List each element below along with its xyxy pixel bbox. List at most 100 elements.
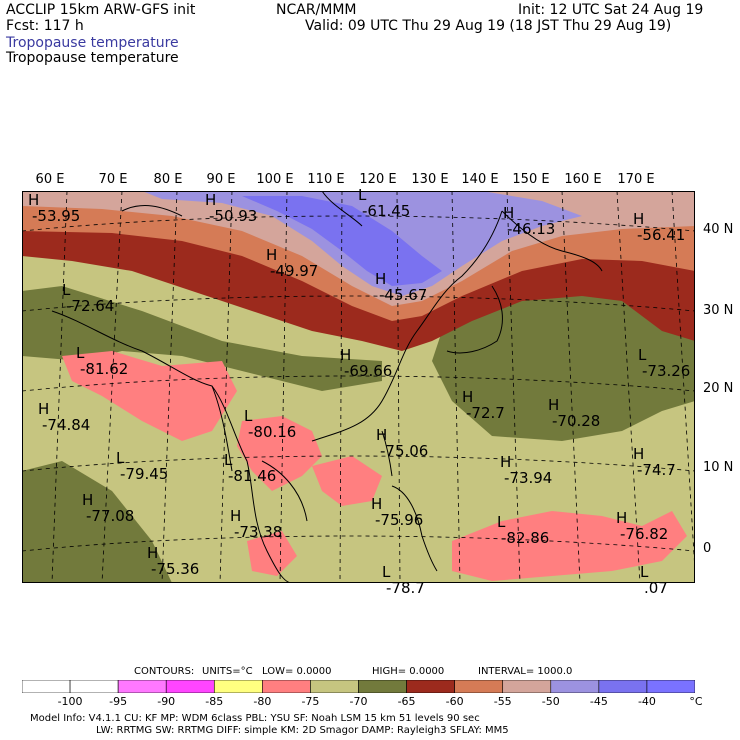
extremum-value: -46.13 — [507, 220, 556, 238]
extremum-value: -50.93 — [209, 207, 258, 225]
colorbar-tick: -70 — [349, 695, 368, 708]
extremum-type: L — [497, 513, 506, 531]
lon-label: 60 E — [35, 172, 65, 187]
lon-label: 100 E — [256, 172, 294, 187]
extremum-value: -81.46 — [228, 467, 277, 485]
colorbar-unit: °C — [689, 695, 703, 708]
band-olive-west — [22, 286, 382, 391]
lon-label: 70 E — [98, 172, 128, 187]
lon-label: 90 E — [206, 172, 236, 187]
extremum-type: H — [340, 346, 352, 364]
patch-salmon-1 — [62, 351, 237, 441]
extremum-value: -73.38 — [234, 523, 283, 541]
coastlines — [51, 191, 603, 583]
extremum-value: -61.45 — [362, 202, 411, 220]
colorbar-swatch — [262, 680, 311, 693]
extremum-value: -80.16 — [248, 423, 297, 441]
extremum-type: L — [382, 563, 391, 581]
lon-label: 150 E — [512, 172, 550, 187]
extremum-type: L — [116, 449, 125, 467]
extremum-value: -79.45 — [120, 465, 169, 483]
extremum-type: H — [633, 445, 645, 463]
lon-label: 160 E — [564, 172, 602, 187]
colorbar-tick: -65 — [397, 695, 416, 708]
extremum-value: -72.7 — [466, 404, 505, 422]
extremum-type: H — [38, 400, 50, 418]
extremum-value: -78.7 — [386, 579, 425, 597]
extremum-type: H — [147, 544, 159, 562]
colorbar-swatch — [502, 680, 552, 693]
low-label: LOW= 0.0000 — [262, 666, 332, 677]
colorbar-swatch — [69, 680, 119, 693]
extremum-type: L — [358, 186, 367, 204]
field-title-contour: Tropopause temperature — [6, 50, 179, 66]
extremum-value: -72.64 — [66, 297, 115, 315]
lon-label: 140 E — [461, 172, 499, 187]
extremum-type: H — [205, 191, 217, 209]
extremum-value: -81.62 — [80, 360, 129, 378]
footer-line-1: Model Info: V4.1.1 CU: KF MP: WDM 6class… — [30, 713, 480, 724]
extremum-type: H — [371, 495, 383, 513]
valid-time: Valid: 09 UTC Thu 29 Aug 19 (18 JST Thu … — [305, 18, 672, 34]
extremum-type: H — [500, 453, 512, 471]
colorbar-swatch — [646, 680, 695, 693]
colorbar-tick: -95 — [109, 695, 128, 708]
init-time: Init: 12 UTC Sat 24 Aug 19 — [518, 2, 704, 18]
organization: NCAR/MMM — [276, 2, 357, 18]
extremum-type: L — [224, 451, 233, 469]
extremum-type: L — [244, 407, 253, 425]
extremum-value: -75.36 — [151, 560, 200, 578]
model-title: ACCLIP 15km ARW-GFS init — [6, 2, 196, 18]
interval-label: INTERVAL= 1000.0 — [478, 666, 573, 677]
colorbar-swatch — [358, 680, 407, 693]
extremum-value: -75.96 — [375, 511, 424, 529]
lon-label: 130 E — [411, 172, 449, 187]
colorbar-tick: -40 — [637, 695, 656, 708]
colorbar-swatch — [454, 680, 504, 693]
colorbar-tick: -100 — [57, 695, 83, 708]
lat-label: 0 — [703, 541, 712, 556]
extremum-value: -69.66 — [344, 362, 393, 380]
extremum-value: .07 — [644, 579, 668, 597]
extremum-type: H — [462, 388, 474, 406]
extremum-value: -77.08 — [86, 507, 135, 525]
colorbar-swatch — [310, 680, 359, 693]
extremum-type: H — [633, 210, 645, 228]
colorbar-tick: -80 — [253, 695, 272, 708]
colorbar-swatch — [213, 680, 263, 693]
extremum-value: -49.97 — [270, 262, 319, 280]
forecast-hour: Fcst: 117 h — [6, 18, 84, 34]
lon-label: 110 E — [307, 172, 345, 187]
colorbar-tick: -75 — [301, 695, 320, 708]
tropopause-temperature-map — [22, 191, 695, 583]
colorbar-tick: -45 — [589, 695, 608, 708]
extremum-type: H — [230, 507, 242, 525]
lat-label: 40 N — [703, 222, 734, 237]
patch-salmon-3 — [452, 511, 687, 581]
extremum-type: H — [616, 509, 628, 527]
patch-salmon-5 — [247, 531, 297, 576]
extremum-type: H — [548, 396, 560, 414]
colorbar-tick: -60 — [445, 695, 464, 708]
extremum-value: -75.06 — [380, 442, 429, 460]
extremum-type: H — [82, 491, 94, 509]
lat-label: 10 N — [703, 460, 734, 475]
units-label: UNITS=°C — [202, 666, 253, 677]
extremum-type: H — [28, 191, 40, 209]
extremum-value: -76.82 — [620, 525, 669, 543]
extremum-type: H — [503, 204, 515, 222]
extremum-value: -73.26 — [642, 362, 691, 380]
extremum-value: -74.84 — [42, 416, 91, 434]
footer-line-2: LW: RRTMG SW: RRTMG DIFF: simple KM: 2D … — [96, 725, 509, 736]
extremum-value: -53.95 — [32, 207, 81, 225]
colorbar-tick: -85 — [205, 695, 224, 708]
high-label: HIGH= 0.0000 — [372, 666, 445, 677]
band-olive-sw — [22, 461, 172, 583]
field-title-shaded: Tropopause temperature — [6, 35, 179, 51]
colorbar-swatch — [406, 680, 455, 693]
extremum-value: -73.94 — [504, 469, 553, 487]
extremum-value: -70.28 — [552, 412, 601, 430]
colorbar — [22, 680, 695, 693]
graticule — [22, 191, 695, 583]
extremum-value: -56.41 — [637, 226, 686, 244]
